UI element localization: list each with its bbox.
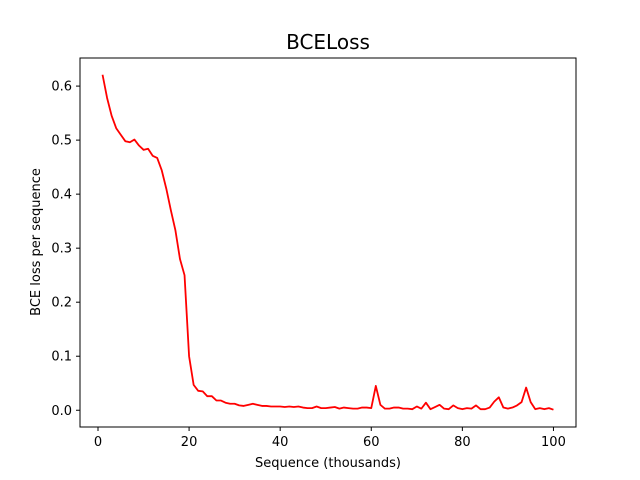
y-axis-ticks: 0.0 0.1 0.2 0.3 0.4 0.5 0.6 <box>51 80 80 419</box>
y-tick-label: 0.4 <box>51 188 72 203</box>
y-tick-label: 0.6 <box>51 80 72 95</box>
x-tick-label: 0 <box>94 435 102 450</box>
plot-area <box>101 74 554 411</box>
axes-frame <box>79 57 577 428</box>
x-tick-label: 40 <box>272 435 289 450</box>
x-tick-label: 80 <box>454 435 471 450</box>
y-axis-label: BCE loss per sequence <box>29 168 44 316</box>
y-tick-label: 0.2 <box>51 296 72 311</box>
y-tick-label: 0.3 <box>51 242 72 257</box>
chart-title: BCELoss <box>286 30 370 54</box>
series-line <box>101 74 554 411</box>
x-tick-label: 60 <box>363 435 380 450</box>
x-tick-label: 100 <box>541 435 566 450</box>
y-tick-label: 0.5 <box>51 134 72 149</box>
y-tick-label: 0.1 <box>51 350 72 365</box>
x-axis-ticks: 0 20 40 60 80 100 <box>94 427 566 450</box>
x-axis-label: Sequence (thousands) <box>255 456 401 471</box>
y-tick-label: 0.0 <box>51 404 72 419</box>
x-tick-label: 20 <box>181 435 198 450</box>
